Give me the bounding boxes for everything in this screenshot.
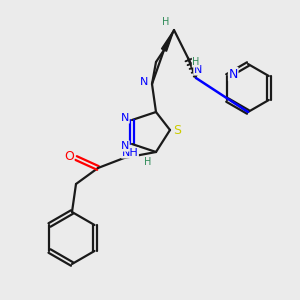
- Text: S: S: [173, 124, 181, 136]
- Text: NH: NH: [122, 148, 138, 158]
- Text: N: N: [194, 65, 202, 75]
- Text: O: O: [64, 151, 74, 164]
- Text: N: N: [121, 141, 129, 151]
- Text: N: N: [140, 77, 148, 87]
- Polygon shape: [161, 30, 174, 51]
- Text: H: H: [144, 157, 152, 167]
- Text: H: H: [192, 57, 200, 67]
- Text: N: N: [121, 113, 129, 123]
- Text: N: N: [229, 68, 238, 80]
- Text: H: H: [162, 17, 170, 27]
